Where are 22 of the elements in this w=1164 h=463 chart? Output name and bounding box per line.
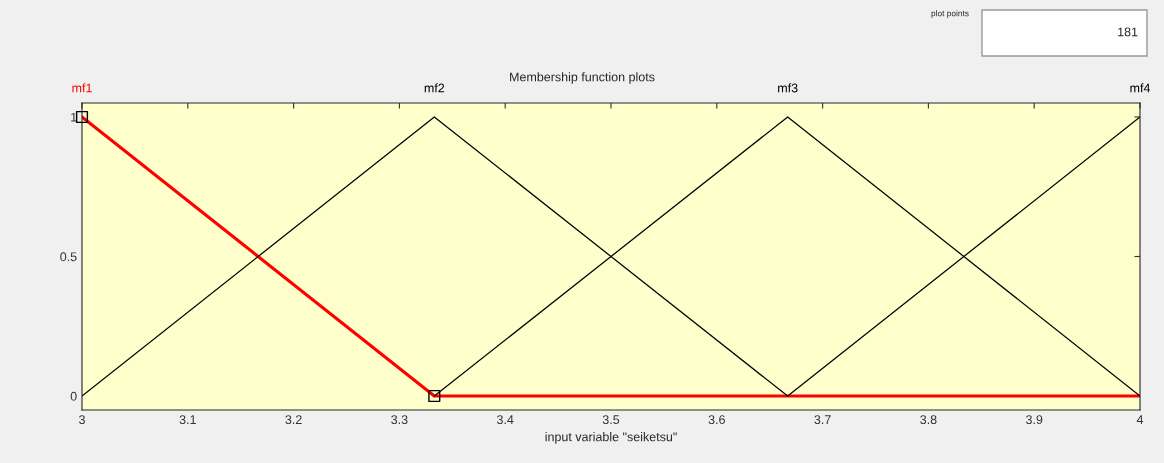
x-tick-label: 3	[79, 415, 85, 425]
text: mf4	[1130, 83, 1151, 93]
text: 181	[1118, 27, 1138, 37]
x-tick-label: 3.8	[920, 415, 937, 425]
x-tick-label: 3.5	[602, 415, 620, 425]
x-tick-label: 3.4	[496, 415, 514, 425]
y-tick-label: 0.5	[60, 252, 77, 262]
x-tick-label: 3.3	[391, 415, 408, 425]
text: mf1	[72, 83, 92, 93]
text: plot points	[931, 10, 969, 18]
x-tick-label: 3.7	[814, 415, 831, 425]
y-tick-label: 0	[70, 391, 77, 401]
x-tick-label: 3.2	[285, 415, 302, 425]
x-axis-title: input variable "seiketsu"	[545, 432, 677, 444]
x-tick-label: 4	[1136, 415, 1144, 424]
chart-title: Membership function plots	[510, 72, 655, 84]
text: mf3	[778, 83, 798, 93]
text: mf2	[424, 83, 445, 93]
y-tick-label: 1	[71, 112, 77, 122]
x-tick-label: 3.6	[708, 415, 725, 425]
x-tick-label: 3.1	[179, 415, 196, 425]
x-tick-label: 3.9	[1025, 415, 1043, 425]
